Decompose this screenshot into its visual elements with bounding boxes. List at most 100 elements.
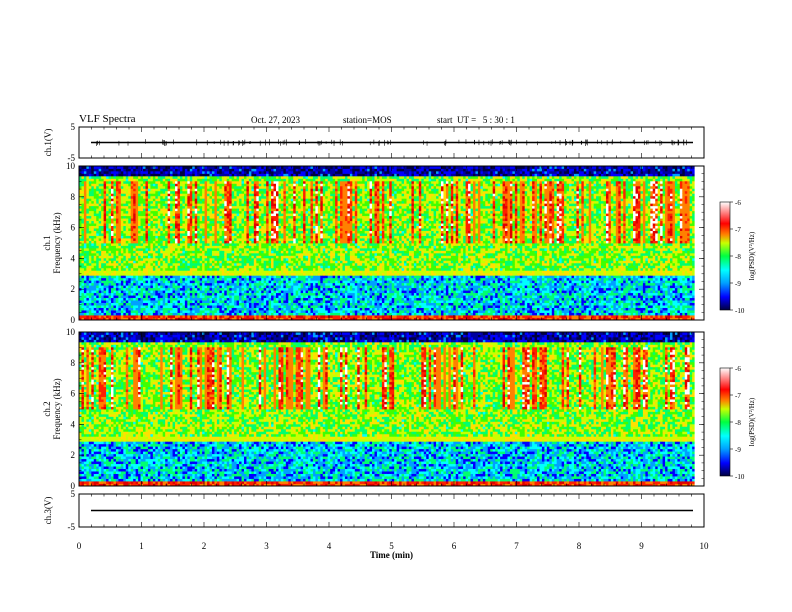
spectrogram-cell (133, 245, 136, 248)
spectrogram-cell (106, 298, 109, 301)
spectrogram-cell (123, 213, 126, 216)
spectrogram-cell (126, 236, 129, 239)
spectrogram-cell (121, 228, 124, 231)
spectrogram-cell (96, 193, 99, 196)
spectrogram-cell (106, 275, 109, 278)
spectrogram-cell (84, 203, 87, 206)
spectrogram-cell (123, 203, 126, 206)
spectrogram-cell (106, 245, 109, 248)
spectrogram-cell (121, 193, 124, 196)
spectrogram-cell (81, 218, 84, 221)
spectrogram-cell (116, 265, 119, 268)
spectrogram-cell (143, 191, 146, 194)
spectrogram-cell (118, 260, 121, 263)
spectrogram-cell (118, 273, 121, 276)
spectrogram-cell (118, 263, 121, 266)
spectrogram-cell (143, 313, 146, 316)
spectrogram-cell (89, 255, 92, 258)
spectrogram-cell (84, 216, 87, 219)
spectrogram-cell (104, 255, 107, 258)
spectrogram-cell (91, 176, 94, 179)
spectrogram-cell (94, 253, 97, 256)
spectrogram-cell (141, 263, 144, 266)
spectrogram-cell (126, 315, 129, 318)
spectrogram-cell (86, 305, 89, 308)
spectrogram-cell (143, 315, 146, 318)
spectrogram-cell (136, 280, 139, 283)
spectrogram-cell (136, 295, 139, 298)
spectrogram-cell (84, 198, 87, 201)
spectrogram-cell (94, 168, 97, 171)
spectrogram-cell (101, 275, 104, 278)
spectrogram-cell (101, 258, 104, 261)
spectrogram-cell (118, 243, 121, 246)
spectrogram-cell (86, 193, 89, 196)
spectrogram-cell (101, 213, 104, 216)
spectrogram-cell (141, 243, 144, 246)
spectrogram-cell (121, 243, 124, 246)
spectrogram-cell (123, 181, 126, 184)
spectrogram-cell (89, 295, 92, 298)
spectrogram-cell (116, 268, 119, 271)
spectrogram-cell (81, 308, 84, 311)
spectrogram-cell (91, 213, 94, 216)
spectrogram-cell (113, 310, 116, 313)
spectrogram-cell (143, 283, 146, 286)
spectrogram-cell (89, 241, 92, 244)
spectrogram-cell (101, 198, 104, 201)
spectrogram-cell (126, 293, 129, 296)
spectrogram-cell (128, 260, 131, 263)
spectrogram-cell (106, 183, 109, 186)
spectrogram-cell (121, 250, 124, 253)
spectrogram-cell (116, 173, 119, 176)
spectrogram-cell (113, 253, 116, 256)
spectrogram-cell (86, 283, 89, 286)
spectrogram-cell (106, 211, 109, 214)
spectrogram-cell (86, 280, 89, 283)
spectrogram-cell (126, 193, 129, 196)
spectrogram-cell (136, 203, 139, 206)
spectrogram-cell (131, 310, 134, 313)
spectrogram-cell (99, 295, 102, 298)
spectrogram-cell (116, 298, 119, 301)
spectrogram-cell (133, 268, 136, 271)
spectrogram-cell (123, 270, 126, 273)
spectrogram-cell (86, 186, 89, 189)
spectrogram-cell (81, 171, 84, 174)
spectrogram-cell (101, 203, 104, 206)
spectrogram-cell (89, 191, 92, 194)
spectrogram-cell (128, 263, 131, 266)
spectrogram-cell (96, 186, 99, 189)
spectrogram-cell (121, 300, 124, 303)
spectrogram-cell (91, 308, 94, 311)
spectrogram-cell (141, 198, 144, 201)
spectrogram-cell (81, 203, 84, 206)
spectrogram-cell (96, 203, 99, 206)
spectrogram-cell (143, 243, 146, 246)
spectrogram-cell (89, 183, 92, 186)
spectrogram-cell (99, 188, 102, 191)
spectrogram-cell (138, 208, 141, 211)
spectrogram-cell (84, 310, 87, 313)
spectrogram-cell (126, 263, 129, 266)
spectrogram-cell (99, 290, 102, 293)
spectrogram-cell (81, 253, 84, 256)
spectrogram-cell (106, 228, 109, 231)
spectrogram-cell (89, 298, 92, 301)
spectrogram-cell (123, 265, 126, 268)
spectrogram-cell (143, 221, 146, 224)
spectrogram-cell (104, 193, 107, 196)
spectrogram-cell (109, 275, 112, 278)
spectrogram-cell (104, 168, 107, 171)
spectrogram-cell (141, 236, 144, 239)
spectrogram-cell (138, 253, 141, 256)
spectrogram-cell (128, 255, 131, 258)
spectrogram-cell (116, 290, 119, 293)
spectrogram-cell (81, 208, 84, 211)
spectrogram-cell (86, 223, 89, 226)
spectrogram-cell (123, 310, 126, 313)
spectrogram-cell (118, 211, 121, 214)
spectrogram-cell (96, 248, 99, 251)
panel-1: -55ch.1(V) (43, 122, 704, 163)
spectrogram-cell (121, 258, 124, 261)
